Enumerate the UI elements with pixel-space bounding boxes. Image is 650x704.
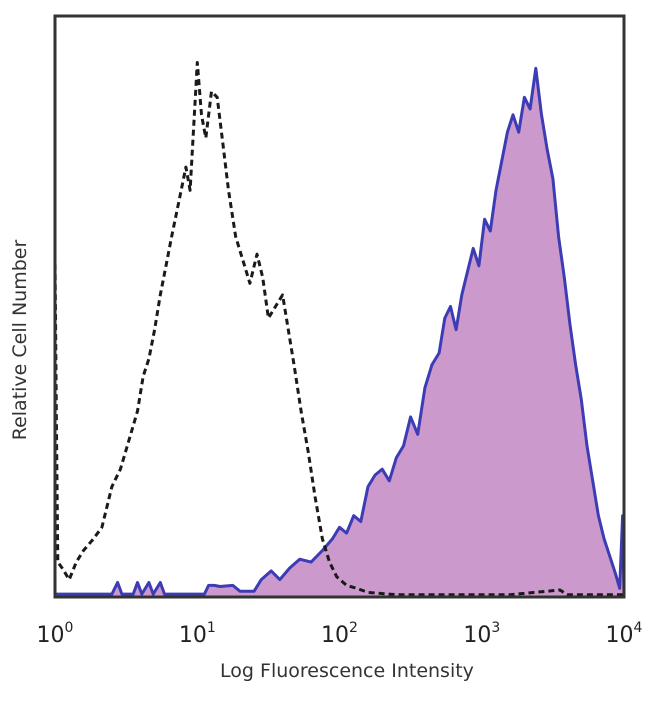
x-axis-title: Log Fluorescence Intensity [220, 660, 474, 682]
plot-frame [53, 14, 626, 599]
stained-sample-outline [55, 66, 626, 596]
x-tick-label: 100 [37, 620, 74, 648]
y-axis-title: Relative Cell Number [9, 240, 31, 441]
isotype-control-curve [53, 61, 624, 597]
stained-sample-fill [55, 68, 624, 598]
x-tick-label: 102 [321, 620, 358, 648]
x-tick-label: 101 [179, 620, 216, 648]
x-tick-label: 104 [606, 620, 643, 648]
x-tick-label: 103 [463, 620, 500, 648]
x-axis-tick-labels: 100 101 102 103 104 [37, 620, 643, 648]
